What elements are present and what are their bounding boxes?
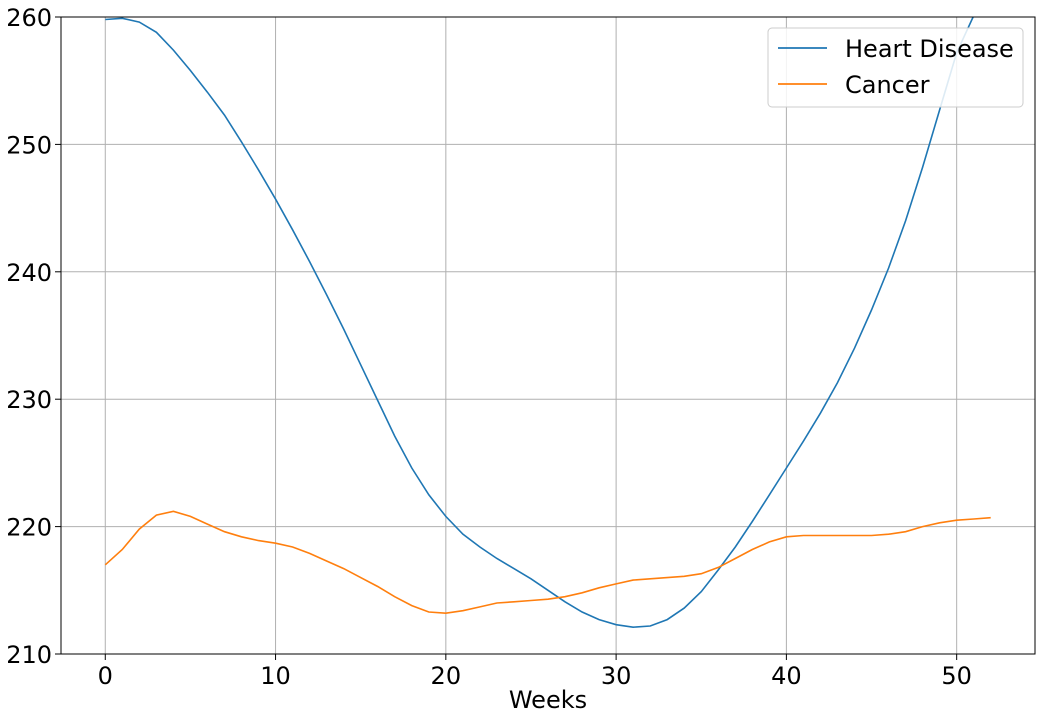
y-tick-label: 260 (6, 4, 52, 32)
grid-lines (61, 16, 1035, 655)
x-tick-label: 40 (771, 662, 802, 690)
y-axis: 210 220 230 240 250 260 (6, 4, 61, 669)
series-line-cancer (104, 510, 991, 615)
x-tick-label: 50 (941, 662, 972, 690)
legend-label: Cancer (845, 71, 930, 99)
series-lines (104, 17, 991, 629)
y-tick-label: 220 (6, 514, 52, 542)
y-tick-label: 240 (6, 259, 52, 287)
y-tick-label: 230 (6, 386, 52, 414)
y-tick-label: 250 (6, 131, 52, 159)
legend: Heart Disease Cancer (767, 27, 1024, 108)
x-tick-label: 10 (260, 662, 291, 690)
legend-label: Heart Disease (845, 35, 1014, 63)
plot-area-border (60, 16, 1036, 655)
x-axis-title: Weeks (509, 686, 587, 714)
x-tick-label: 0 (98, 662, 113, 690)
x-axis: 0 10 20 30 40 50 (98, 654, 972, 690)
x-tick-label: 30 (601, 662, 632, 690)
y-tick-label: 210 (6, 641, 52, 669)
series-line-heart-disease (105, 17, 974, 629)
x-tick-label: 20 (431, 662, 462, 690)
legend-box (767, 27, 1024, 108)
